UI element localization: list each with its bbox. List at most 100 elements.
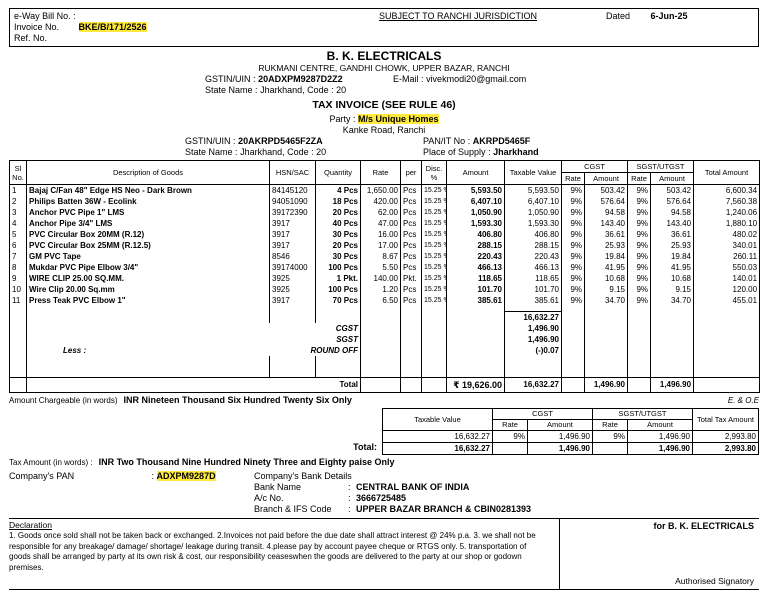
item-per: Pcs bbox=[400, 262, 422, 273]
item-disc-pct: 15.25 % bbox=[421, 218, 447, 229]
col-header-cgst-amount: Amount bbox=[584, 172, 628, 185]
company-header: B. K. ELECTRICALS RUKMANI CENTRE, GANDHI… bbox=[9, 49, 759, 96]
tax-total-taxable: 16,632.27 bbox=[381, 442, 493, 455]
item-cgst-amount: 94.58 bbox=[584, 207, 628, 218]
company-email-value: vivekmodi20@gmail.com bbox=[426, 74, 527, 84]
item-disc-pct: 15.25 % bbox=[421, 295, 447, 306]
eway-bill-label: e-Way Bill No. : bbox=[14, 11, 76, 21]
less-label: Less : bbox=[63, 345, 87, 355]
item-hsn: 3917 bbox=[269, 229, 316, 240]
item-quantity: 18 Pcs bbox=[315, 196, 361, 207]
colon: : bbox=[421, 74, 424, 84]
ref-no-label: Ref. No. bbox=[14, 33, 48, 43]
tax-sgst-rate: 9% bbox=[591, 430, 628, 443]
item-sl-no: 3 bbox=[9, 207, 27, 218]
item-quantity: 100 Pcs bbox=[315, 262, 361, 273]
dated-value: 6-Jun-25 bbox=[650, 11, 688, 21]
item-amount: 118.65 bbox=[446, 273, 505, 284]
item-cgst-amount: 143.40 bbox=[584, 218, 628, 229]
item-hsn: 3917 bbox=[269, 240, 316, 251]
item-quantity: 70 Pcs bbox=[315, 295, 361, 306]
declaration-section: Declaration 1. Goods once sold shall not… bbox=[9, 518, 759, 590]
company-gstin-value: 20ADXPM9287D2Z2 bbox=[258, 74, 343, 84]
item-taxable-value: 385.61 bbox=[504, 295, 562, 306]
sgst-summary-value: 1,496.90 bbox=[504, 333, 562, 345]
declaration: Declaration 1. Goods once sold shall not… bbox=[9, 519, 559, 589]
company-state-value: Jharkhand, Code : 20 bbox=[260, 85, 347, 95]
company-gstin-label: GSTIN/UIN bbox=[205, 74, 251, 84]
item-total-amount: 340.01 bbox=[693, 240, 761, 251]
amount-words-value: INR Nineteen Thousand Six Hundred Twenty… bbox=[123, 395, 352, 405]
party-pan-value: AKRPD5465F bbox=[472, 136, 531, 146]
items-body: 1 Bajaj C/Fan 48" Edge HS Neo - Dark Bro… bbox=[9, 184, 761, 306]
item-per: Pcs bbox=[400, 240, 422, 251]
col-header-quantity: Quantity bbox=[315, 160, 361, 185]
item-row: 4 Anchor Pipe 3/4" LMS 3917 40 Pcs 47.00… bbox=[9, 218, 761, 229]
item-rate: 140.00 bbox=[360, 273, 401, 284]
item-description: Wire Clip 20.00 Sq.mm bbox=[26, 284, 270, 295]
cgst-summary-row: CGST 1,496.90 bbox=[9, 322, 761, 334]
item-sgst-rate: 9% bbox=[627, 229, 651, 240]
item-row: 3 Anchor PVC Pipe 1" LMS 39172390 20 Pcs… bbox=[9, 207, 761, 218]
item-description: PVC Circular Box 20MM (R.12) bbox=[26, 229, 270, 240]
place-of-supply-label: Place of Supply bbox=[423, 147, 486, 157]
item-sgst-amount: 25.93 bbox=[649, 240, 695, 251]
item-disc-pct: 15.25 % bbox=[421, 284, 447, 295]
item-per: Pcs bbox=[400, 284, 422, 295]
invoice-no-label: Invoice No. bbox=[14, 22, 60, 32]
item-cgst-rate: 9% bbox=[561, 184, 585, 196]
item-cgst-rate: 9% bbox=[561, 240, 585, 251]
item-cgst-amount: 10.68 bbox=[584, 273, 628, 284]
item-description: Philips Batten 36W - Ecolink bbox=[26, 196, 270, 207]
item-per: Pcs bbox=[400, 251, 422, 262]
item-sgst-amount: 9.15 bbox=[649, 284, 695, 295]
item-amount: 6,407.10 bbox=[446, 196, 505, 207]
item-quantity: 4 Pcs bbox=[315, 184, 361, 196]
item-sgst-rate: 9% bbox=[627, 240, 651, 251]
item-quantity: 1 Pkt. bbox=[315, 273, 361, 284]
tax-col-cgst: CGST bbox=[491, 408, 593, 420]
item-per: Pcs bbox=[400, 295, 422, 306]
item-taxable-value: 118.65 bbox=[504, 273, 562, 284]
item-sgst-amount: 19.84 bbox=[649, 251, 695, 262]
item-amount: 406.80 bbox=[446, 229, 505, 240]
tax-col-taxable: Taxable Value bbox=[381, 408, 493, 431]
col-header-rate: Rate bbox=[360, 160, 401, 185]
party-name: M/s Unique Homes bbox=[358, 114, 439, 124]
item-cgst-rate: 9% bbox=[561, 229, 585, 240]
item-sgst-amount: 143.40 bbox=[649, 218, 695, 229]
item-amount: 101.70 bbox=[446, 284, 505, 295]
branch-ifs-label: Branch & IFS Code bbox=[254, 504, 332, 514]
cgst-summary-value: 1,496.90 bbox=[504, 322, 562, 334]
item-sgst-rate: 9% bbox=[627, 295, 651, 306]
colon: : bbox=[233, 136, 236, 146]
party-state-value: Jharkhand, Code : 20 bbox=[240, 147, 327, 157]
tax-words-label: Tax Amount (in words) : bbox=[9, 458, 93, 467]
item-description: Anchor Pipe 3/4" LMS bbox=[26, 218, 270, 229]
bank-details-title: Company's Bank Details bbox=[254, 471, 352, 481]
total-sgst-amount: 1,496.90 bbox=[649, 377, 695, 393]
colon: : bbox=[255, 85, 258, 95]
item-hsn: 3925 bbox=[269, 273, 316, 284]
for-company-label: for B. K. ELECTRICALS bbox=[653, 521, 755, 531]
item-row: 11 Press Teak PVC Elbow 1" 3917 70 Pcs 6… bbox=[9, 295, 761, 306]
item-row: 7 GM PVC Tape 8546 30 Pcs 8.67 Pcs 15.25… bbox=[9, 251, 761, 262]
col-header-total: Total Amount bbox=[693, 160, 761, 185]
item-hsn: 39174000 bbox=[269, 262, 316, 273]
bank-name-label: Bank Name bbox=[254, 482, 302, 492]
amount-words-row: Amount Chargeable (in words) INR Ninetee… bbox=[9, 394, 759, 407]
grand-total-amount: ₹ 19,626.00 bbox=[446, 377, 505, 393]
item-hsn: 8546 bbox=[269, 251, 316, 262]
item-row: 5 PVC Circular Box 20MM (R.12) 3917 30 P… bbox=[9, 229, 761, 240]
company-pan: Company's PAN : ADXPM9287D bbox=[9, 471, 254, 515]
item-disc-pct: 15.25 % bbox=[421, 273, 447, 284]
party-gstin-value: 20AKRPD5465F2ZA bbox=[238, 136, 323, 146]
tax-taxable-value: 16,632.27 bbox=[381, 430, 493, 443]
item-disc-pct: 15.25 % bbox=[421, 196, 447, 207]
tax-col-sgst-rate: Rate bbox=[591, 419, 628, 431]
pan-bank-section: Company's PAN : ADXPM9287D Company's Ban… bbox=[9, 471, 759, 515]
item-amount: 220.43 bbox=[446, 251, 505, 262]
item-quantity: 40 Pcs bbox=[315, 218, 361, 229]
company-pan-label: Company's PAN bbox=[9, 471, 75, 481]
